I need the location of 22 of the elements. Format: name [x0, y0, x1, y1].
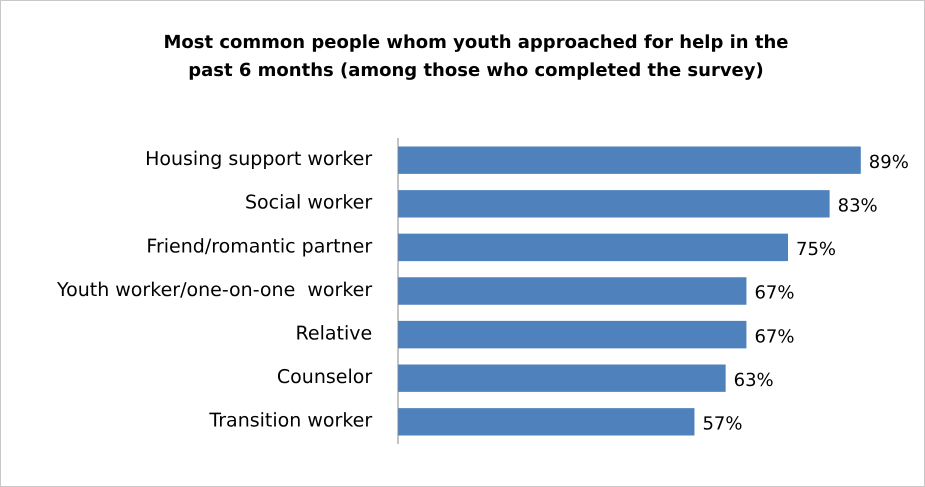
- data-label: 63%: [734, 370, 774, 391]
- chart-title: Most common people whom youth approached for help in the past 6 months (among those who completed the survey): [162, 31, 790, 83]
- data-label: 67%: [754, 326, 794, 348]
- y-tick-label: Transition worker: [208, 410, 372, 432]
- data-label: 67%: [754, 282, 794, 304]
- y-tick-label: Youth worker/one-on-one worker: [56, 278, 372, 301]
- bar: [398, 234, 788, 262]
- data-label: 75%: [796, 239, 836, 260]
- y-tick-label: Social worker: [244, 192, 372, 214]
- data-label: 89%: [868, 152, 909, 173]
- data-label: 57%: [702, 413, 742, 434]
- y-tick-label: Friend/romantic partner: [146, 235, 372, 258]
- y-tick-label: Counselor: [276, 366, 372, 388]
- bar: [398, 190, 830, 218]
- y-tick-label: Relative: [296, 322, 372, 345]
- bar: [398, 277, 746, 305]
- bar: [398, 146, 861, 174]
- bar: [398, 320, 746, 348]
- bar: [398, 408, 694, 436]
- data-label: 83%: [838, 195, 878, 216]
- y-tick-label: Housing support worker: [145, 148, 372, 170]
- bar: [398, 364, 726, 392]
